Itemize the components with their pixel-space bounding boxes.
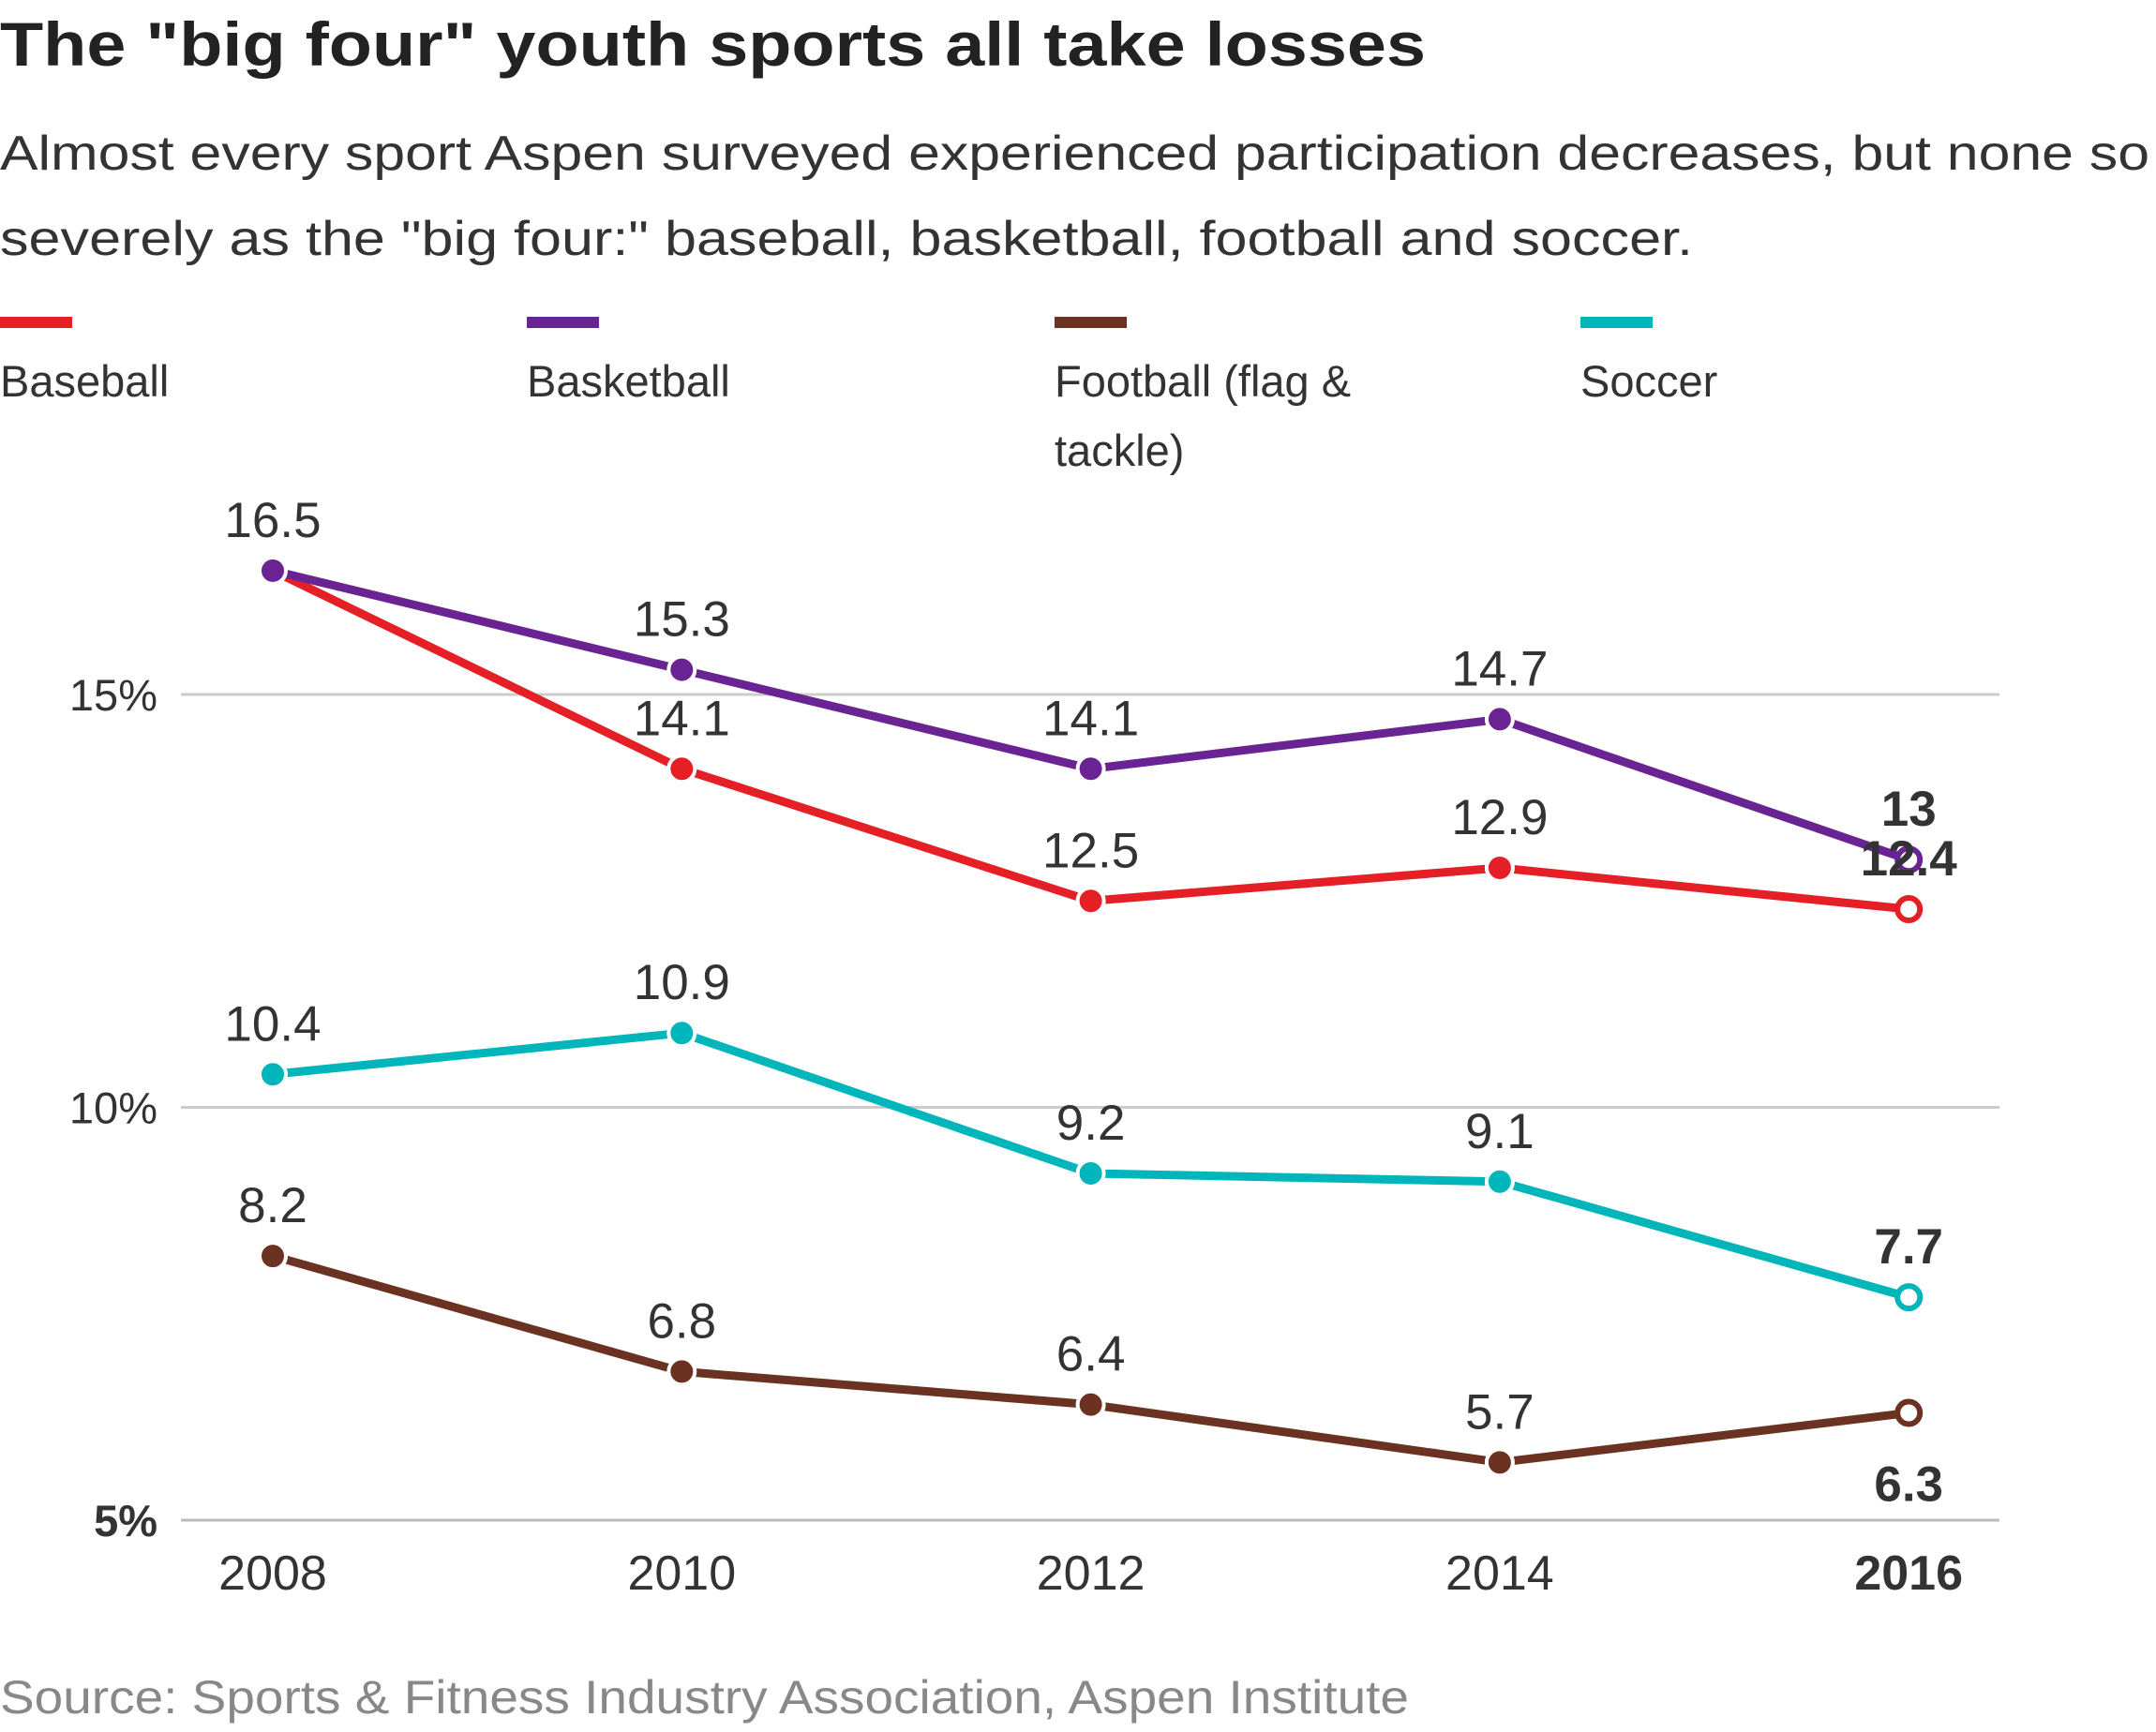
legend-swatch [1580, 317, 1653, 328]
data-point [1075, 1389, 1106, 1420]
legend-item: Football (flag & tackle) [1055, 317, 1351, 475]
data-point [258, 1059, 288, 1090]
data-label: 12.9 [1451, 790, 1548, 845]
x-tick-label: 2010 [627, 1546, 736, 1601]
legend-item: Baseball [0, 317, 169, 406]
data-label: 9.2 [1056, 1096, 1126, 1151]
data-point [1484, 1447, 1515, 1478]
series-football [258, 1241, 1924, 1478]
data-label: 14.7 [1451, 641, 1548, 696]
y-tick-label: 10% [69, 1083, 157, 1133]
data-label: 9.1 [1465, 1104, 1535, 1159]
data-label: 14.1 [1042, 691, 1139, 746]
legend-label: Football (flag & [1055, 356, 1351, 406]
grid: 5% 10% 15% 2008 2010 2012 2014 2016 [69, 670, 1999, 1601]
data-point [1484, 1166, 1515, 1197]
x-tick-label: 2016 [1854, 1546, 1963, 1601]
data-point [1894, 1283, 1924, 1312]
legend-label: Soccer [1580, 356, 1717, 406]
series-basketball [258, 555, 1924, 874]
data-label: 6.4 [1056, 1327, 1126, 1382]
legend-swatch [0, 317, 72, 328]
data-point [1894, 845, 1924, 874]
data-label: 6.8 [647, 1293, 716, 1349]
chart-title: The "big four" youth sports all take los… [0, 9, 1426, 79]
legend-item: Soccer [1580, 317, 1717, 406]
legend-item: Basketball [527, 317, 730, 406]
data-point [1075, 886, 1106, 917]
chart-subtitle-line-1: Almost every sport Aspen surveyed experi… [0, 127, 2149, 181]
data-labels: 8.2 6.8 6.4 5.7 6.3 10.4 10.9 9.2 9.1 7.7 14.1 12.5… [224, 493, 1957, 1513]
data-label: 10.4 [224, 996, 321, 1052]
data-point [666, 1356, 697, 1387]
data-label: 12.4 [1861, 831, 1958, 887]
series-soccer [258, 1018, 1924, 1312]
legend-label: Basketball [527, 356, 730, 406]
data-point [666, 654, 697, 685]
data-label: 16.5 [224, 493, 321, 548]
data-point [1075, 754, 1106, 784]
data-point [258, 555, 288, 586]
data-label: 5.7 [1465, 1384, 1535, 1440]
data-label: 12.5 [1042, 823, 1139, 878]
legend-label: tackle) [1055, 426, 1184, 475]
x-tick-label: 2014 [1445, 1546, 1554, 1601]
x-tick-label: 2008 [218, 1546, 327, 1601]
data-point [1894, 1398, 1924, 1427]
y-tick-label: 5% [94, 1496, 157, 1545]
data-label: 10.9 [634, 955, 730, 1010]
y-tick-label: 15% [69, 670, 157, 720]
data-point [666, 754, 697, 784]
data-point [1075, 1157, 1106, 1188]
x-tick-label: 2012 [1037, 1546, 1145, 1601]
legend-swatch [527, 317, 599, 328]
data-point [666, 1018, 697, 1049]
series-group [258, 555, 1924, 1478]
data-point [1894, 895, 1924, 924]
chart-subtitle-line-2: severely as the "big four:" baseball, ba… [0, 212, 1693, 266]
legend: Baseball Basketball Football (flag & tackle… [0, 317, 1717, 475]
data-label: 15.3 [634, 592, 730, 648]
source-note: Source: Sports & Fitness Industry Associ… [0, 1671, 1409, 1724]
legend-swatch [1055, 317, 1127, 328]
data-point [1484, 853, 1515, 884]
data-label: 13 [1881, 782, 1937, 837]
data-label: 8.2 [238, 1178, 307, 1233]
data-label: 7.7 [1874, 1219, 1943, 1275]
data-label: 6.3 [1874, 1456, 1943, 1512]
legend-label: Baseball [0, 356, 169, 406]
data-label: 14.1 [634, 691, 730, 746]
data-point [1484, 704, 1515, 735]
data-point [258, 1241, 288, 1272]
